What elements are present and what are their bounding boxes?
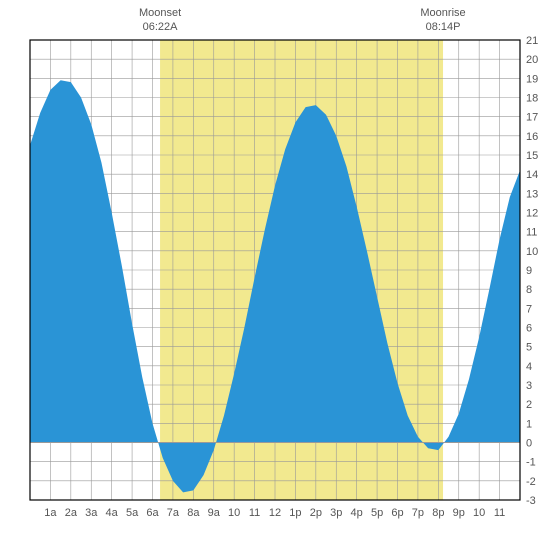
y-tick-label: 5 [526,342,532,354]
tide-chart: -3-2-10123456789101112131415161718192021… [0,0,550,550]
y-tick-label: -1 [526,457,536,469]
y-tick-label: -3 [526,495,536,507]
x-tick-label: 5p [371,507,383,519]
y-tick-label: 3 [526,380,532,392]
x-tick-label: 11 [249,507,260,519]
x-tick-label: 11 [494,507,505,519]
y-tick-label: 0 [526,438,532,450]
y-tick-label: 18 [526,93,538,105]
annotation-title: Moonset [139,7,181,19]
y-tick-label: 7 [526,303,532,315]
x-tick-label: 7p [412,507,424,519]
x-tick-label: 2p [310,507,322,519]
y-tick-label: 11 [526,227,537,239]
x-tick-label: 10 [228,507,240,519]
y-tick-label: 6 [526,323,532,335]
y-tick-label: 9 [526,265,532,277]
chart-svg: -3-2-10123456789101112131415161718192021… [0,0,550,550]
y-tick-label: 17 [526,112,538,124]
y-tick-label: 19 [526,73,538,85]
x-tick-label: 7a [167,507,180,519]
annotation-time: 06:22A [143,21,179,33]
x-tick-label: 9p [453,507,465,519]
x-tick-label: 1p [289,507,301,519]
x-tick-label: 8p [432,507,444,519]
x-tick-label: 2a [65,507,78,519]
x-tick-label: 5a [126,507,139,519]
annotation-time: 08:14P [426,21,461,33]
y-tick-label: 15 [526,150,538,162]
y-tick-label: 8 [526,284,532,296]
y-tick-label: 20 [526,54,538,66]
y-tick-label: -2 [526,476,536,488]
x-tick-label: 4p [351,507,363,519]
x-tick-label: 12 [269,507,281,519]
annotation-title: Moonrise [420,7,465,19]
y-tick-label: 2 [526,399,532,411]
y-tick-label: 10 [526,246,538,258]
x-tick-label: 8a [187,507,200,519]
x-tick-label: 10 [473,507,485,519]
y-tick-label: 1 [526,418,532,430]
y-tick-label: 12 [526,208,538,220]
x-tick-label: 9a [208,507,221,519]
x-tick-label: 4a [106,507,119,519]
x-tick-label: 3a [85,507,98,519]
y-tick-label: 14 [526,169,538,181]
y-tick-label: 21 [526,35,538,47]
x-tick-label: 6p [391,507,403,519]
x-tick-label: 1a [44,507,57,519]
y-tick-label: 13 [526,188,538,200]
x-tick-label: 3p [330,507,342,519]
y-tick-label: 16 [526,131,538,143]
x-tick-label: 6a [146,507,159,519]
y-tick-label: 4 [526,361,532,373]
